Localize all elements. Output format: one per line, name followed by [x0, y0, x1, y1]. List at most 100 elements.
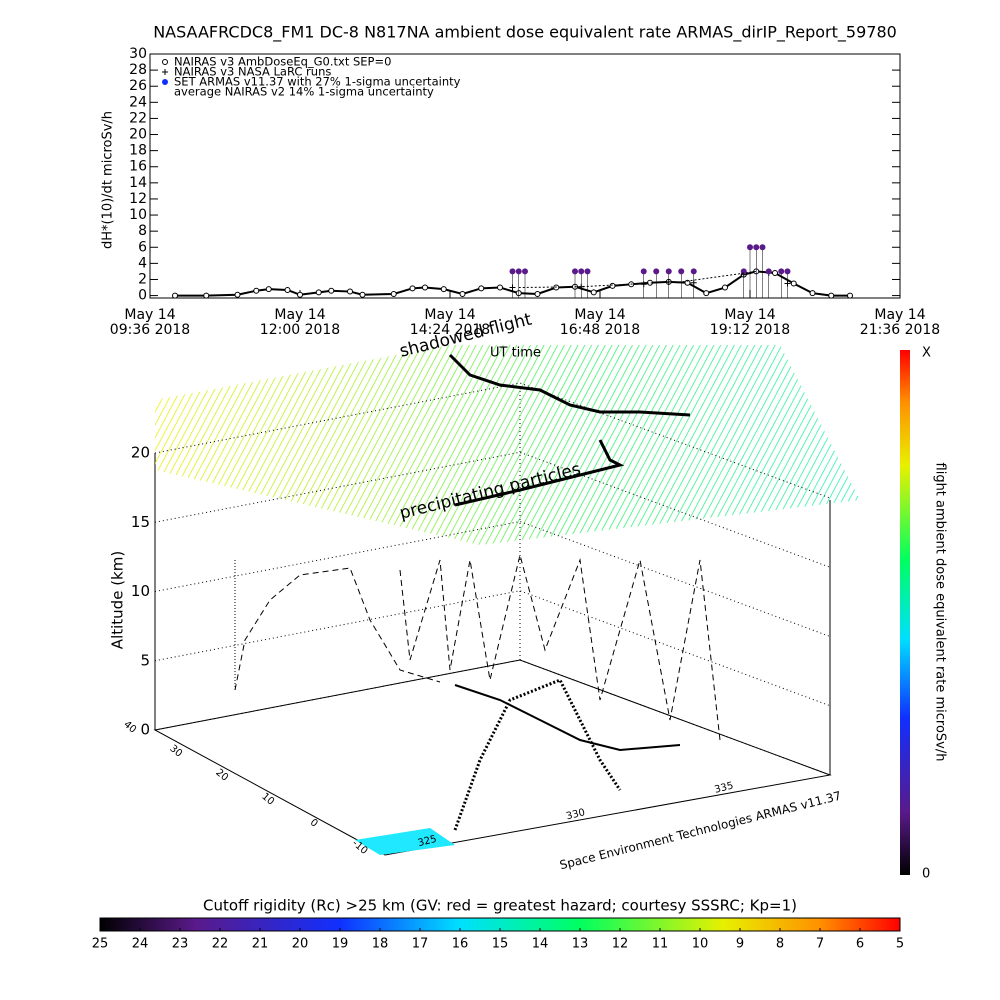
grid-line — [154, 382, 831, 499]
colorbar-tick-label: 12 — [612, 937, 629, 952]
y-tick-label: 26 — [129, 78, 147, 94]
lat-tick-label: 30 — [167, 743, 184, 760]
point — [234, 291, 241, 298]
point — [678, 268, 685, 275]
point — [509, 268, 516, 275]
point — [653, 268, 660, 275]
point — [572, 268, 578, 275]
point — [690, 268, 697, 275]
y-tick-label: 10 — [129, 207, 147, 223]
lat-tick-label: 40 — [121, 719, 138, 736]
3d-box — [153, 385, 832, 856]
z-tick-label: 10 — [131, 582, 150, 600]
title: NASAAFRCDC8_FM1 DC-8 N817NA ambient dose… — [153, 23, 897, 43]
point — [772, 270, 778, 277]
y-tick-label: 6 — [138, 239, 147, 255]
point — [753, 244, 760, 251]
point — [297, 291, 303, 298]
colorbar-tick-label: 14 — [532, 937, 549, 952]
point — [328, 287, 335, 294]
cutoff-patch — [355, 828, 455, 855]
legend-marker — [162, 79, 168, 85]
colorbar-tick-label: 11 — [652, 937, 669, 952]
point — [172, 292, 178, 299]
flight-track — [234, 353, 721, 831]
x-tick-label: 14:24 2018 — [410, 322, 490, 338]
point — [390, 290, 397, 297]
point — [765, 268, 772, 275]
z-tick-label: 15 — [131, 513, 150, 531]
point — [684, 279, 691, 286]
legend-marker — [162, 69, 168, 75]
z-tick-label: 20 — [131, 444, 150, 462]
legend-label: SET ARMAS v11.37 with 27% 1-sigma uncert… — [174, 75, 461, 89]
grid-line — [154, 520, 831, 637]
point — [759, 244, 766, 251]
colorbar-tick-label: 8 — [776, 937, 784, 952]
point — [847, 292, 853, 299]
point — [478, 285, 485, 292]
colorbar-tick-label: 17 — [412, 937, 429, 952]
y-tick-label: 16 — [129, 159, 147, 175]
point — [703, 290, 710, 297]
point — [440, 286, 447, 293]
legend-label: average NAIRAS v2 14% 1-sigma uncertaint… — [174, 85, 434, 99]
lat-tick-label: 10 — [259, 791, 276, 808]
x-tick-label: 12:00 2018 — [260, 322, 340, 338]
rigidity-label: Cutoff rigidity (Rc) >25 km (GV: red = g… — [203, 897, 797, 915]
credit: Space Environment Technologies ARMAS v11… — [558, 789, 842, 873]
point — [640, 268, 647, 275]
y-tick-label: 8 — [138, 223, 147, 239]
y-tick-label: 4 — [138, 255, 147, 271]
annotation: UT time — [490, 346, 541, 361]
colorbar-tick-label: 25 — [92, 937, 109, 952]
point — [497, 284, 503, 291]
x-tick-label: 09:36 2018 — [110, 322, 190, 338]
y-tick-label: 12 — [129, 191, 147, 207]
point — [359, 291, 366, 298]
point — [534, 290, 541, 297]
x-tick-label: May 14 — [874, 307, 925, 323]
legend-label: NAIRAS v3 AmbDoseEq_G0.txt SEP=0 — [174, 55, 391, 69]
colorbar-top: X — [922, 346, 931, 361]
colorbar-tick-label: 23 — [172, 937, 189, 952]
point — [609, 282, 616, 289]
rigidity-field — [155, 345, 860, 545]
point — [459, 290, 466, 297]
x-tick-label: May 14 — [574, 307, 625, 323]
z-tick-label: 0 — [140, 721, 150, 739]
y-tick-label: 0 — [138, 288, 147, 304]
point — [422, 284, 428, 291]
y-tick-label: 20 — [129, 127, 147, 143]
point — [347, 288, 353, 295]
point — [409, 285, 416, 292]
point — [578, 268, 585, 275]
point — [315, 289, 322, 296]
x-tick-label: 21:36 2018 — [860, 322, 940, 338]
y-tick-label: 22 — [129, 110, 147, 126]
lon-tick-label: 335 — [713, 781, 734, 796]
grid-line — [154, 659, 831, 776]
point — [203, 292, 210, 299]
point — [253, 287, 260, 294]
colorbar-tick-label: 19 — [332, 937, 349, 952]
lon-tick-label: 325 — [417, 834, 438, 849]
point — [584, 268, 591, 275]
legend-marker — [162, 59, 168, 65]
dose-colorbar — [900, 350, 910, 875]
colorbar-tick-label: 16 — [452, 937, 469, 952]
x-tick-label: May 14 — [724, 307, 775, 323]
colorbar-bottom: 0 — [922, 867, 930, 882]
legend-label: NAIRAS v3 NASA LaRC runs — [174, 65, 331, 79]
series-line — [518, 270, 757, 289]
point — [778, 268, 785, 275]
point — [522, 268, 528, 275]
colorbar-tick-label: 21 — [252, 937, 269, 952]
lon-tick-label: 330 — [565, 807, 586, 822]
x-tick-label: May 14 — [424, 307, 475, 323]
point — [265, 286, 272, 293]
grid-line — [154, 451, 831, 568]
colorbar-tick-label: 10 — [692, 937, 709, 952]
lat-tick-label: 0 — [308, 817, 320, 830]
y-tick-label: 24 — [129, 94, 147, 110]
